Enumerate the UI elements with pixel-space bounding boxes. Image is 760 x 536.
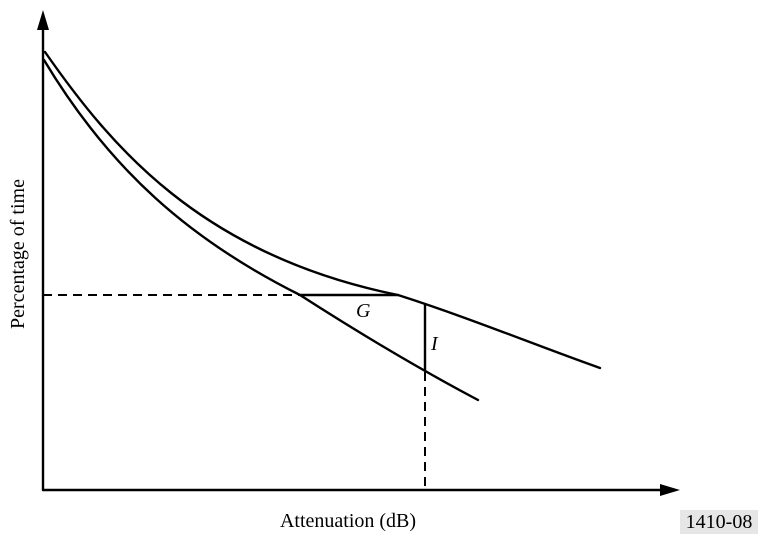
y-axis-arrow-icon (37, 10, 49, 30)
figure-id: 1410-08 (686, 511, 753, 533)
x-axis-arrow-icon (660, 484, 680, 496)
figure-id-background (680, 510, 758, 534)
y-axis-label: Percentage of time (7, 179, 29, 329)
lower-curve (42, 58, 480, 402)
upper-curve (43, 50, 602, 370)
x-axis-label: Attenuation (dB) (280, 510, 416, 532)
label-g: G (356, 300, 371, 322)
label-i: I (430, 333, 439, 355)
